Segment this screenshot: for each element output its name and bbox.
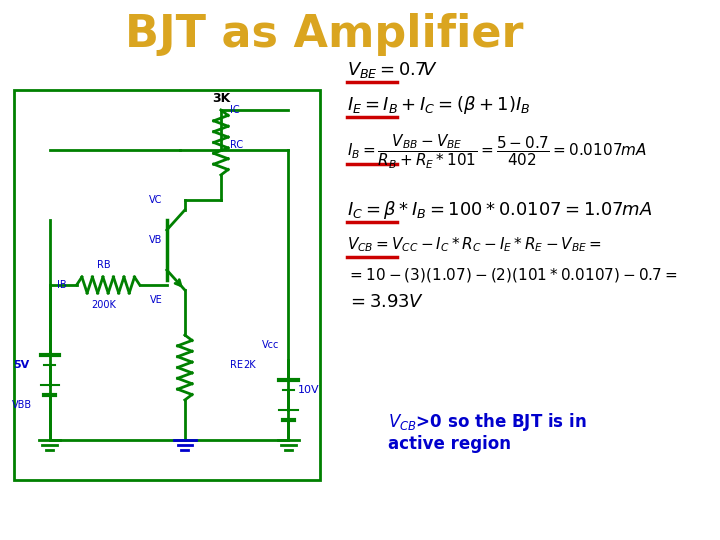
Text: RB: RB bbox=[97, 260, 110, 270]
Text: $V_{BE} = 0.7V$: $V_{BE} = 0.7V$ bbox=[347, 60, 438, 80]
Text: 3K: 3K bbox=[212, 92, 230, 105]
Text: $= 3.93V$: $= 3.93V$ bbox=[347, 293, 424, 311]
Text: $I_C = \beta * I_B = 100*0.0107 = 1.07mA$: $I_C = \beta * I_B = 100*0.0107 = 1.07mA… bbox=[347, 199, 652, 221]
Text: RC: RC bbox=[230, 140, 243, 150]
Text: 10V: 10V bbox=[297, 385, 319, 395]
Text: $= 10-(3)(1.07)-(2)(101*0.0107)-0.7 =$: $= 10-(3)(1.07)-(2)(101*0.0107)-0.7 =$ bbox=[347, 266, 678, 284]
Text: VBB: VBB bbox=[12, 400, 32, 410]
Bar bbox=[14, 90, 320, 480]
Text: RE: RE bbox=[230, 360, 243, 370]
Text: $I_E = I_B + I_C = (\beta+1)I_B$: $I_E = I_B + I_C = (\beta+1)I_B$ bbox=[347, 94, 531, 116]
Text: 5V: 5V bbox=[14, 360, 30, 370]
Text: 2K: 2K bbox=[243, 360, 256, 370]
Text: VC: VC bbox=[149, 195, 162, 205]
Text: IC: IC bbox=[230, 105, 240, 115]
Text: VB: VB bbox=[149, 235, 162, 245]
Text: $V_{CB} = V_{CC} - I_C * R_C - I_E * R_E - V_{BE} =$: $V_{CB} = V_{CC} - I_C * R_C - I_E * R_E… bbox=[347, 235, 602, 254]
Text: $I_B = \dfrac{V_{BB}-V_{BE}}{R_B + R_E*101} = \dfrac{5-0.7}{402} = 0.0107mA$: $I_B = \dfrac{V_{BB}-V_{BE}}{R_B + R_E*1… bbox=[347, 133, 647, 171]
Text: IB: IB bbox=[57, 280, 66, 290]
Text: Vcc: Vcc bbox=[262, 340, 279, 350]
Text: $V_{CB}$>0 so the BJT is in
active region: $V_{CB}$>0 so the BJT is in active regio… bbox=[387, 410, 587, 454]
Text: VE: VE bbox=[150, 295, 162, 305]
Text: BJT as Amplifier: BJT as Amplifier bbox=[125, 14, 524, 57]
Text: 200K: 200K bbox=[91, 300, 116, 310]
